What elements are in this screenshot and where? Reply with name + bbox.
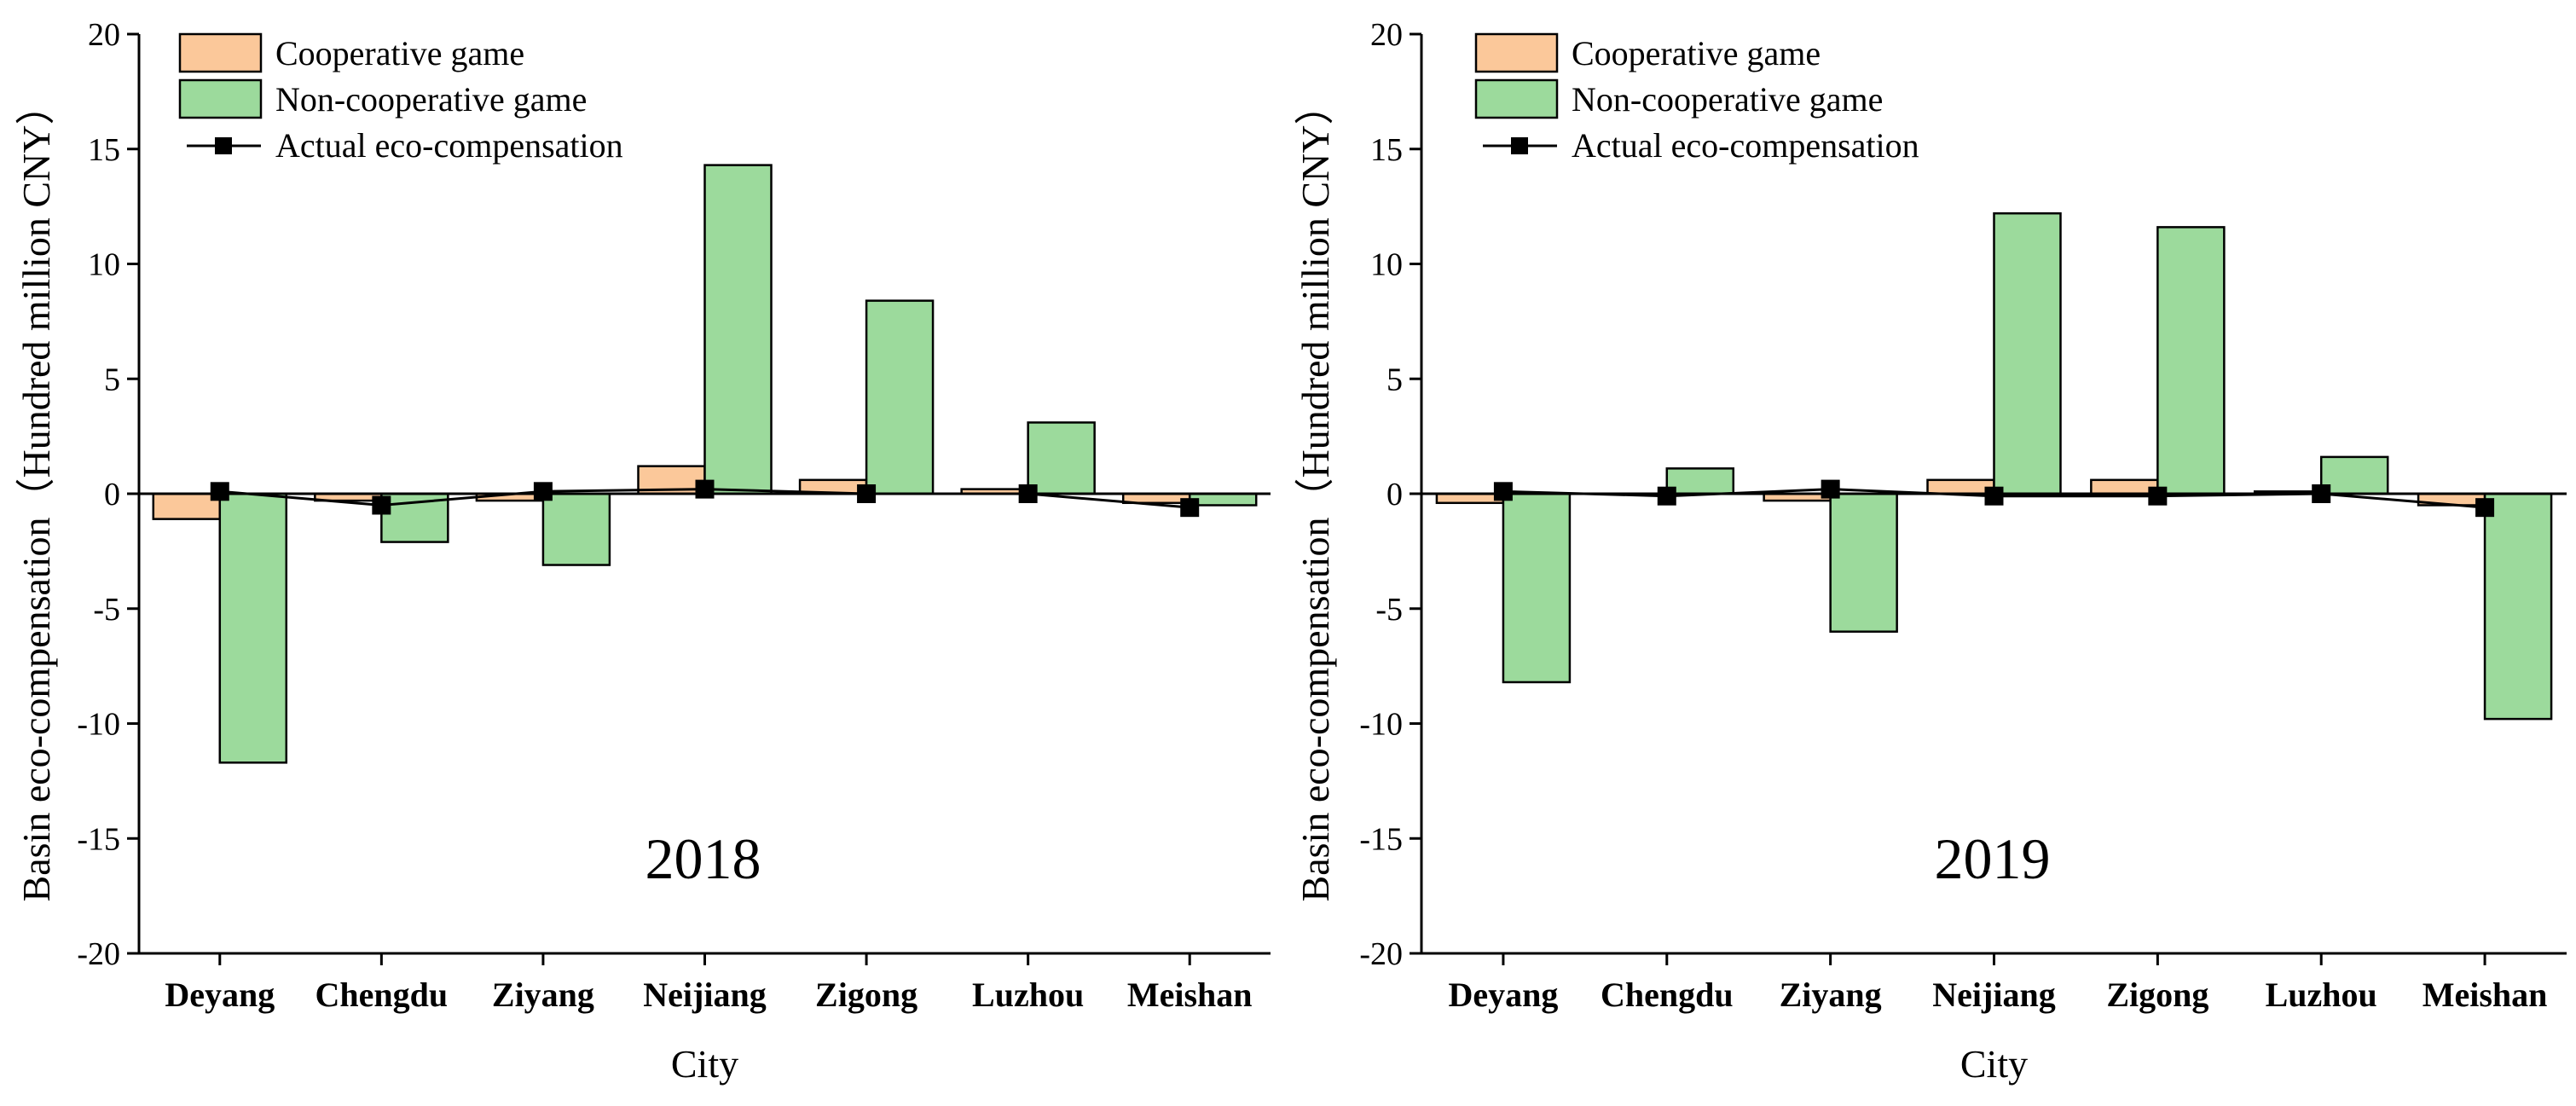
x-tick-label-chengdu: Chengdu: [1601, 976, 1734, 1014]
y-axis-title: Basin eco-compensation（Hundred million C…: [1294, 86, 1337, 902]
legend: Cooperative game Non-cooperative game Actu…: [1474, 32, 1919, 165]
actual-marker-chengdu: [1657, 486, 1676, 506]
bar-noncooperative-zigong: [2156, 226, 2226, 495]
bar-noncooperative-luzhou: [2319, 455, 2389, 495]
bar-noncooperative-meishan: [1188, 492, 1258, 507]
bar-noncooperative-meishan: [2483, 492, 2553, 721]
actual-marker-meishan: [1180, 498, 1200, 518]
bar-noncooperative-zigong: [865, 299, 935, 495]
actual-marker-luzhou: [1018, 484, 1038, 503]
chart-title: 2019: [1935, 826, 2051, 891]
x-tick-label-zigong: Zigong: [2106, 976, 2208, 1014]
chart-title: 2018: [645, 826, 761, 891]
x-tick-label-zigong: Zigong: [815, 976, 918, 1014]
bar-noncooperative-neijiang: [1993, 211, 2062, 495]
y-tick-label: 15: [88, 132, 120, 168]
chart-2019: 20 15 10 5 0 -5 -10 -15 -20 Deyang Chengdu Ziyang Ne…: [1294, 17, 2567, 1086]
bar-noncooperative-ziyang: [541, 492, 611, 566]
x-tick-label-luzhou: Luzhou: [972, 976, 1084, 1014]
legend-label-noncooperative: Non-cooperative game: [275, 80, 587, 119]
legend-swatch-actual-marker: [1511, 137, 1528, 154]
bar-noncooperative-luzhou: [1027, 421, 1096, 495]
bar-noncooperative-deyang: [1502, 492, 1572, 684]
bar-cooperative-neijiang: [1926, 478, 1995, 495]
x-tick-label-chengdu: Chengdu: [315, 976, 449, 1014]
y-tick-label: 20: [1370, 17, 1403, 53]
legend-label-noncooperative: Non-cooperative game: [1572, 80, 1883, 119]
bar-cooperative-deyang: [1435, 492, 1505, 505]
y-axis-title: Basin eco-compensation（Hundred million C…: [14, 86, 58, 902]
legend-label-actual: Actual eco-compensation: [1572, 126, 1919, 165]
chart-2018: 20 15 10 5 0 -5 -10 -15 -20 Deyang Chengdu Ziyang Ne…: [14, 17, 1271, 1086]
y-tick-label: -5: [1375, 592, 1403, 628]
x-tick-label-meishan: Meishan: [1127, 976, 1253, 1014]
legend: Cooperative game Non-cooperative game Actu…: [178, 32, 623, 165]
y-tick-label: -20: [77, 936, 120, 972]
actual-marker-neijiang: [695, 479, 715, 499]
actual-marker-deyang: [210, 482, 229, 501]
legend-swatch-actual-marker: [215, 137, 232, 154]
y-tick-label: 15: [1370, 132, 1403, 168]
legend-swatch-cooperative: [178, 32, 263, 73]
y-tick-label: -15: [77, 821, 120, 857]
actual-marker-meishan: [2475, 498, 2495, 518]
actual-marker-zigong: [857, 484, 877, 503]
x-axis-title: City: [671, 1042, 738, 1086]
actual-marker-ziyang: [533, 482, 553, 501]
y-tick-label: 0: [1386, 477, 1403, 512]
actual-marker-zigong: [2148, 486, 2168, 506]
y-tick-label: -10: [1359, 707, 1403, 743]
actual-marker-chengdu: [372, 495, 391, 515]
y-tick-label: -10: [77, 707, 120, 743]
bar-cooperative-zigong: [2090, 478, 2159, 495]
bar-noncooperative-chengdu: [1665, 467, 1735, 495]
x-axis-title: City: [1960, 1042, 2028, 1086]
legend-swatch-noncooperative: [1474, 78, 1559, 119]
x-tick-label-ziyang: Ziyang: [492, 976, 594, 1014]
x-tick-label-deyang: Deyang: [165, 976, 275, 1014]
y-tick-label: -5: [93, 592, 120, 628]
legend-label-cooperative: Cooperative game: [1572, 34, 1821, 72]
x-tick-label-neijiang: Neijiang: [1932, 976, 2055, 1014]
actual-marker-neijiang: [1984, 486, 2004, 506]
bar-noncooperative-ziyang: [1829, 492, 1898, 633]
x-tick-label-deyang: Deyang: [1448, 976, 1558, 1014]
y-tick-label: -15: [1359, 821, 1403, 857]
x-tick-label-ziyang: Ziyang: [1780, 976, 1882, 1014]
legend-label-actual: Actual eco-compensation: [275, 126, 623, 165]
actual-marker-deyang: [1493, 482, 1513, 501]
x-tick-label-meishan: Meishan: [2423, 976, 2548, 1014]
bar-noncooperative-deyang: [218, 492, 288, 764]
x-tick-label-luzhou: Luzhou: [2266, 976, 2377, 1014]
y-tick-label: 10: [1370, 247, 1403, 283]
y-tick-label: 20: [88, 17, 120, 53]
bar-noncooperative-neijiang: [703, 164, 773, 495]
legend-label-cooperative: Cooperative game: [275, 34, 524, 72]
x-tick-label-neijiang: Neijiang: [643, 976, 766, 1014]
legend-swatch-cooperative: [1474, 32, 1559, 73]
y-tick-label: 10: [88, 247, 120, 283]
bars: [152, 164, 1258, 764]
y-tick-label: -20: [1359, 936, 1403, 972]
bars: [1435, 211, 2553, 721]
y-tick-label: 5: [104, 362, 120, 397]
y-tick-label: 5: [1386, 362, 1403, 397]
actual-marker-luzhou: [2312, 484, 2331, 503]
y-tick-label: 0: [104, 477, 120, 512]
bar-cooperative-deyang: [152, 492, 222, 520]
legend-swatch-noncooperative: [178, 78, 263, 119]
actual-marker-ziyang: [1821, 479, 1840, 499]
